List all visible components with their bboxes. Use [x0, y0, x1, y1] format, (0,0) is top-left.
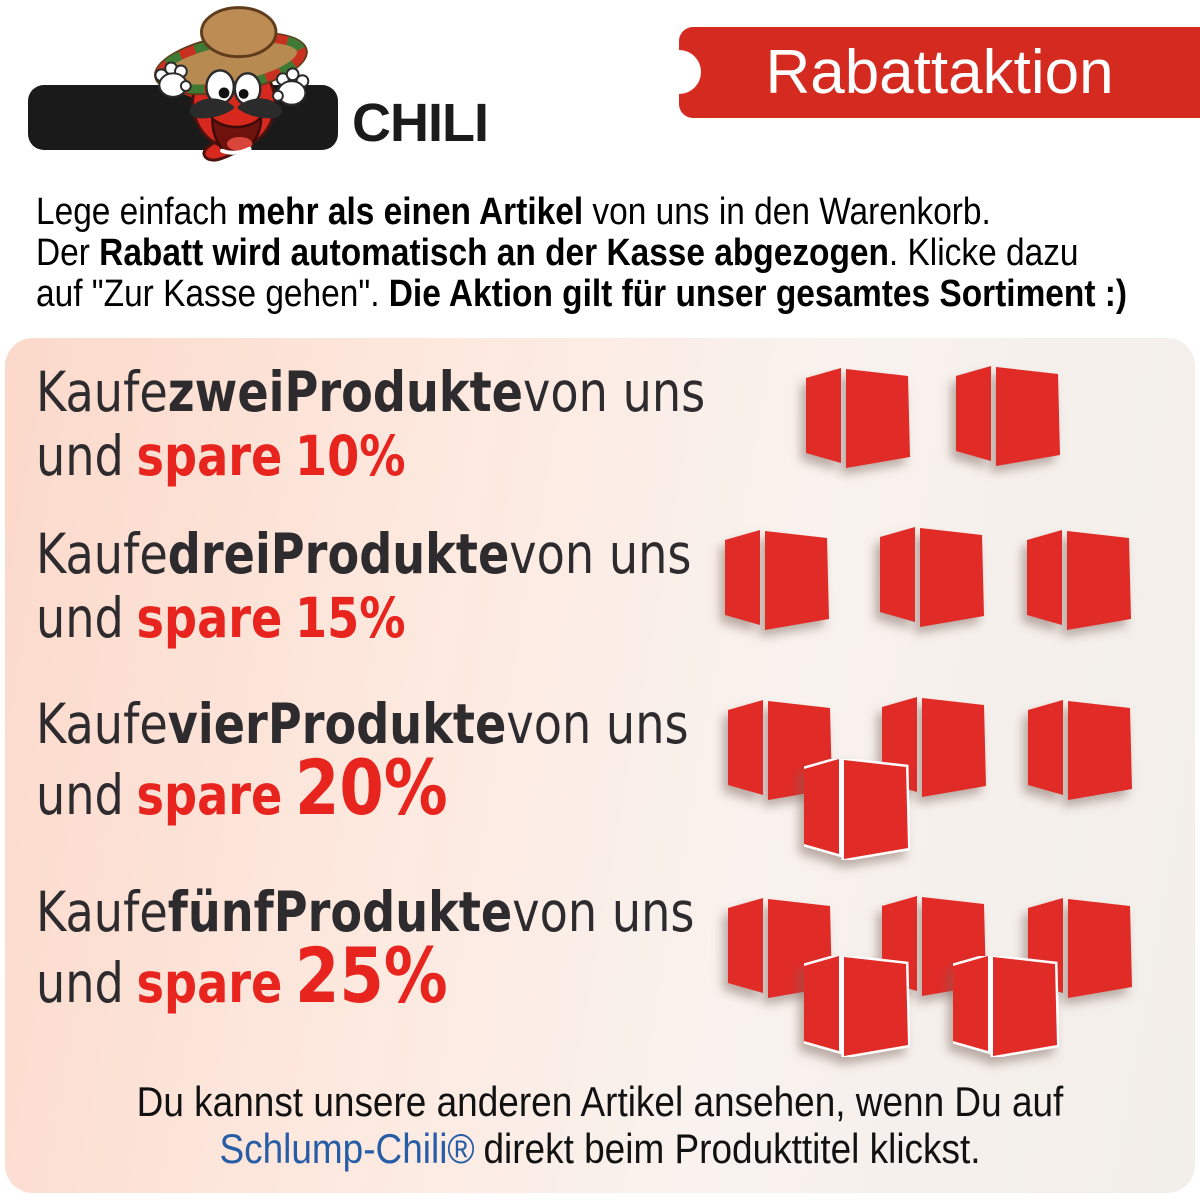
product-cube-icon [804, 759, 910, 860]
product-cube-icon [806, 368, 910, 468]
product-cube-icon [1028, 700, 1132, 800]
footer-line-2-rest: direkt beim Produkttitel klickst. [483, 1125, 981, 1172]
offer-line-1: KaufefünfProduktevon uns [36, 880, 695, 944]
offer-line-2: und spare 10% [36, 424, 406, 488]
intro-line-3: auf "Zur Kasse gehen". Die Aktion gilt f… [36, 273, 1128, 315]
product-cube-icon [1027, 530, 1131, 630]
offer-two-products: KaufezweiProduktevon uns und spare 10% [36, 360, 705, 488]
footer-line-2: Schlump-Chili® direkt beim Produkttitel k… [72, 1125, 1128, 1172]
offer-three-products: KaufedreiProduktevon uns und spare 15% [36, 522, 692, 650]
offer-four-products: KaufevierProduktevon uns und spare 20% [36, 692, 689, 827]
product-cube-icon [953, 956, 1059, 1057]
offer-line-1: KaufedreiProduktevon uns [36, 522, 692, 586]
product-cube-icon [880, 527, 984, 627]
product-cube-icon [804, 956, 910, 1057]
offer-line-1: KaufezweiProduktevon uns [36, 360, 706, 424]
offer-five-products: KaufefünfProduktevon uns und spare 25% [36, 880, 694, 1015]
chili-mascot-icon [154, 6, 310, 162]
offer-line-1: KaufevierProduktevon uns [36, 692, 689, 756]
product-cube-icon [725, 530, 829, 630]
discount-banner-label: Rabattaktion [765, 38, 1114, 107]
product-cube-icon [956, 366, 1060, 466]
offer-line-2: und spare 20% [36, 743, 448, 832]
intro-line-1: Lege einfach mehr als einen Artikel von … [36, 191, 991, 233]
intro-line-2: Der Rabatt wird automatisch an der Kasse… [36, 232, 1079, 274]
discount-banner: Rabattaktion [657, 27, 1200, 118]
footer-note: Du kannst unsere anderen Artikel ansehen… [72, 1078, 1128, 1172]
logo-text-chili: CHILI [352, 93, 489, 153]
offer-line-2: und spare 15% [36, 586, 406, 650]
footer-line-1: Du kannst unsere anderen Artikel ansehen… [136, 1078, 1064, 1125]
offer-line-2: und spare 25% [36, 931, 448, 1020]
intro-paragraph: Lege einfach mehr als einen Artikel von … [36, 192, 1162, 315]
logo-text-schl: SCHL [11, 4, 157, 62]
brand-link[interactable]: Schlump-Chili® [219, 1125, 475, 1172]
